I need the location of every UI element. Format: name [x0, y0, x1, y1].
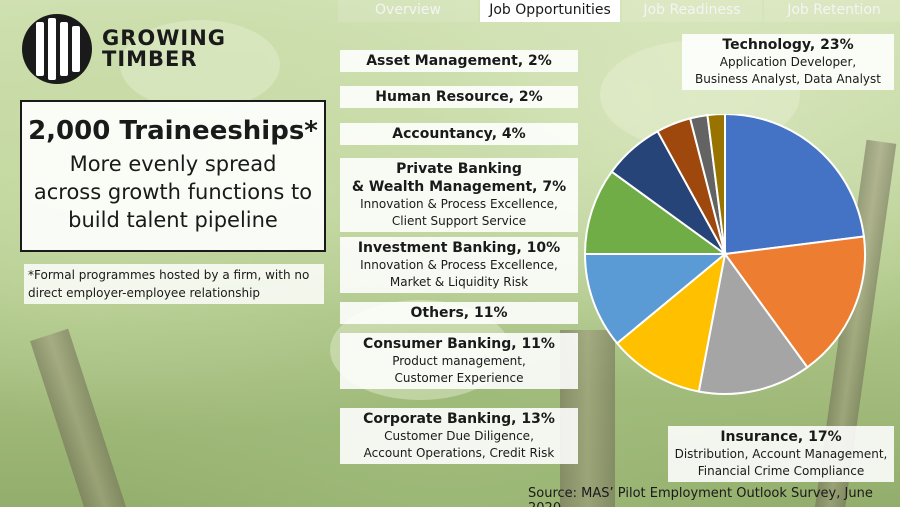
headline-box: 2,000 Traineeships* More evenly spread a… [20, 100, 326, 252]
label-title: Investment Banking, 10% [357, 240, 561, 256]
label-title: Insurance, 17% [720, 429, 842, 445]
tab-job-opportunities[interactable]: Job Opportunities [480, 0, 620, 22]
source-note: Source: MAS’ Pilot Employment Outlook Su… [528, 486, 873, 507]
label-desc-line-2: Customer Experience [394, 371, 524, 385]
pie-slice-others [583, 253, 728, 345]
logo-line-1: GROWING [102, 26, 227, 50]
label-title: Accountancy, 4% [392, 126, 526, 142]
label-human-resource: Human Resource, 2% [340, 86, 578, 108]
headline-line-2: across growth functions to [33, 180, 313, 204]
label-desc-line-2: Market & Liquidity Risk [389, 275, 529, 289]
label-technology: Technology, 23% Application Developer, B… [682, 34, 894, 90]
footnote-line-1: *Formal programmes hosted by a firm, wit… [28, 268, 310, 282]
foliage-highlight [120, 20, 280, 110]
label-desc-line-2: Business Analyst, Data Analyst [695, 72, 881, 86]
footnote-line-2: direct employer-employee relationship [28, 286, 261, 300]
label-desc-line-2: Financial Crime Compliance [697, 464, 865, 478]
tree-trunk-left [30, 328, 130, 507]
headline-title: 2,000 Traineeships* [28, 116, 318, 146]
pie-slice-asset-management [706, 114, 726, 255]
label-desc-line-1: Distribution, Account Management, [674, 447, 888, 461]
label-desc-line-1: Customer Due Diligence, [384, 429, 534, 443]
label-desc-line-1: Application Developer, [719, 55, 857, 69]
pie-slice-insurance [723, 235, 866, 369]
pie-slice-corporate-banking [697, 251, 809, 395]
label-asset-management: Asset Management, 2% [340, 50, 578, 72]
label-desc-line-1: Innovation & Process Excellence, [360, 258, 558, 272]
pie-chart [583, 114, 866, 395]
footnote: *Formal programmes hosted by a firm, wit… [24, 264, 324, 304]
label-corporate-banking: Corporate Banking, 13% Customer Due Dili… [340, 408, 578, 464]
tab-job-retention[interactable]: Job Retention [764, 0, 900, 22]
headline-line-3: build talent pipeline [68, 208, 278, 232]
label-title-line-2: & Wealth Management, 7% [351, 179, 567, 195]
label-title: Asset Management, 2% [366, 53, 552, 69]
label-desc-line-1: Innovation & Process Excellence, [360, 197, 558, 211]
label-insurance: Insurance, 17% Distribution, Account Man… [668, 426, 894, 482]
label-private-banking: Private Banking & Wealth Management, 7% … [340, 158, 578, 232]
pie-slice-technology [724, 114, 866, 256]
label-title: Consumer Banking, 11% [363, 336, 555, 352]
pie-slice-investment-banking [583, 170, 729, 255]
label-title: Human Resource, 2% [375, 89, 543, 105]
tab-job-readiness[interactable]: Job Readiness [622, 0, 762, 22]
logo-wordmark: GROWING TIMBER [102, 28, 226, 70]
label-desc-line-2: Client Support Service [391, 214, 527, 228]
label-investment-banking: Investment Banking, 10% Innovation & Pro… [340, 237, 578, 293]
tab-overview[interactable]: Overview [338, 0, 478, 22]
label-desc-line-2: Account Operations, Credit Risk [363, 446, 555, 460]
headline-line-1: More evenly spread [69, 152, 277, 176]
label-desc-line-1: Product management, [392, 354, 526, 368]
label-others: Others, 11% [340, 302, 578, 324]
tab-bar: Overview Job Opportunities Job Readiness… [338, 0, 900, 22]
label-title-line-1: Private Banking [396, 161, 522, 177]
label-accountancy: Accountancy, 4% [340, 123, 578, 145]
logo-line-2: TIMBER [102, 47, 198, 71]
growing-timber-logo: GROWING TIMBER [22, 14, 226, 84]
headline-subtitle: More evenly spread across growth functio… [22, 150, 324, 234]
label-title: Corporate Banking, 13% [363, 411, 555, 427]
label-title: Others, 11% [410, 305, 508, 321]
pie-slice-consumer-banking [615, 251, 727, 393]
label-title: Technology, 23% [722, 37, 854, 53]
logo-tree-icon [22, 14, 92, 84]
label-consumer-banking: Consumer Banking, 11% Product management… [340, 333, 578, 389]
